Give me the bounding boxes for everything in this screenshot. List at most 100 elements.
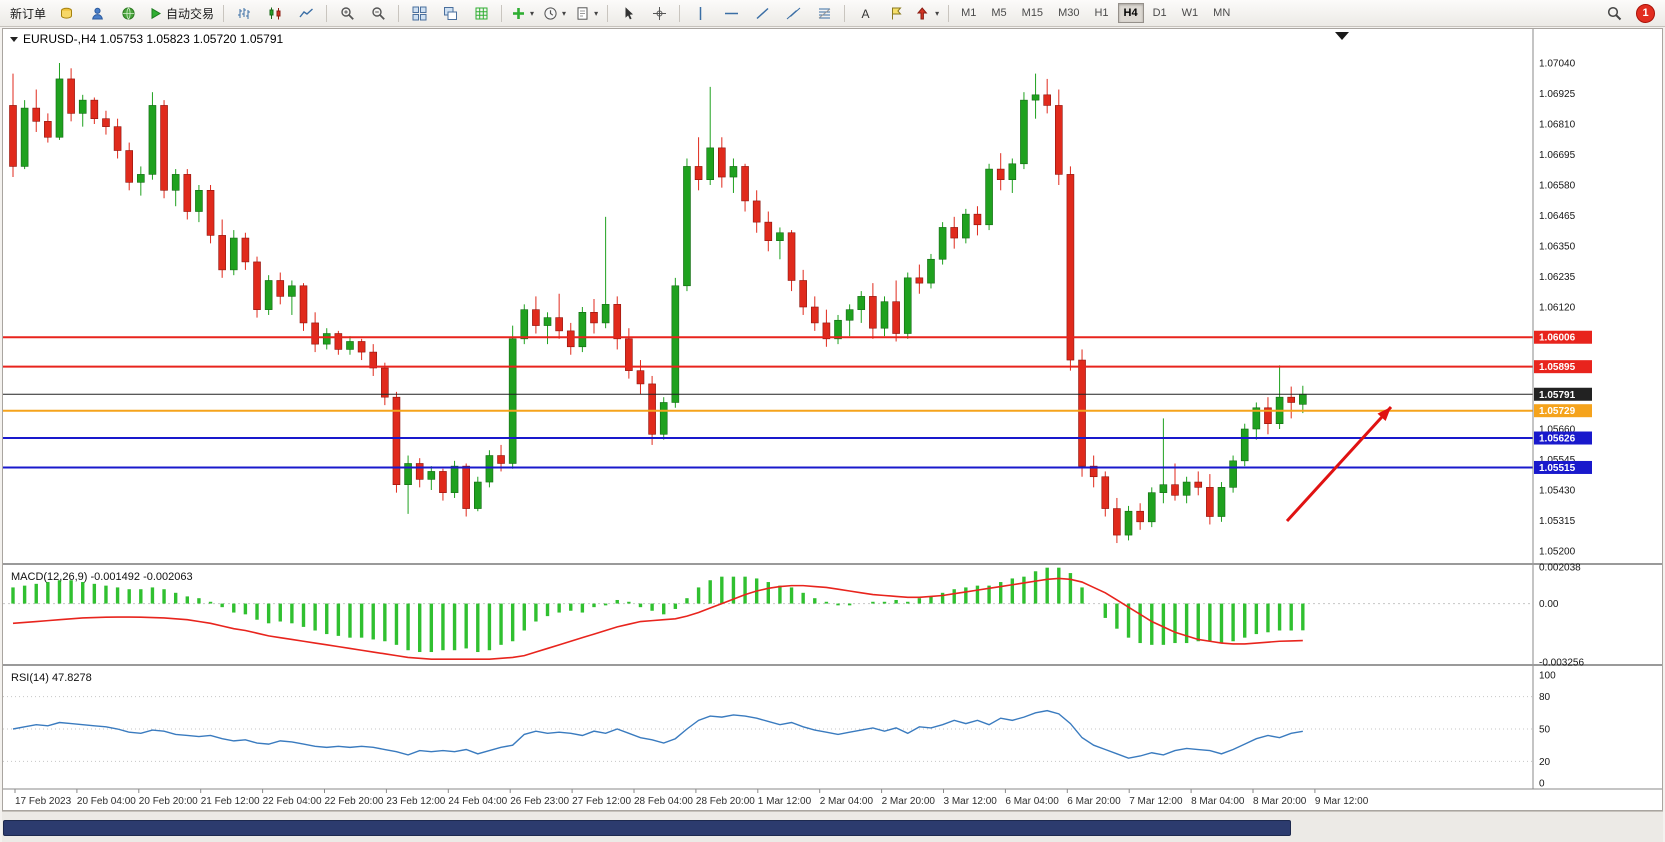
dropdown-caret-icon: ▾: [530, 8, 535, 18]
fibo-icon: [817, 6, 832, 21]
tile-windows-button[interactable]: [404, 1, 434, 25]
indicators-button[interactable]: ▾: [507, 1, 538, 25]
trend-arrow-annotation[interactable]: [1285, 405, 1393, 523]
globe-icon: [121, 6, 136, 21]
channel-button[interactable]: [778, 1, 808, 25]
web-terminal-button[interactable]: [113, 1, 143, 25]
price-level-label: 1.05626: [1534, 431, 1592, 445]
chart-window: EURUSD-,H4 1.05753 1.05823 1.05720 1.057…: [2, 28, 1663, 811]
price-level-label: 1.05515: [1534, 460, 1592, 474]
rsi-indicator-label: RSI(14) 47.8278: [11, 672, 92, 684]
price-level-label: 1.06006: [1534, 330, 1592, 344]
time-axis-label: 8 Mar 04:00: [1191, 796, 1245, 807]
arrows-icon: [916, 6, 931, 21]
time-axis-label: 1 Mar 12:00: [758, 796, 812, 807]
label-button[interactable]: [881, 1, 911, 25]
vertical-line-button[interactable]: [685, 1, 715, 25]
grid-button[interactable]: [466, 1, 496, 25]
trendline-button[interactable]: [747, 1, 777, 25]
macd-histogram: [11, 567, 1305, 653]
time-axis-label: 21 Feb 12:00: [201, 796, 260, 807]
timeframe-button-h1[interactable]: H1: [1094, 7, 1109, 19]
price-tick-label: 1.05200: [1539, 547, 1576, 558]
crosshair-button[interactable]: [644, 1, 674, 25]
horizontal-scrollbar[interactable]: [2, 811, 1663, 842]
chart-plot-area[interactable]: [3, 29, 1533, 564]
timeframe-button-mn[interactable]: MN: [1213, 7, 1231, 19]
new-order-button[interactable]: 新订单: [6, 1, 50, 25]
notification-badge[interactable]: 1: [1636, 3, 1655, 23]
time-axis-label: 23 Feb 12:00: [386, 796, 445, 807]
support-button[interactable]: [82, 1, 112, 25]
timeframe-button-m5[interactable]: M5: [991, 7, 1007, 19]
rsi-axis-label: 100: [1539, 671, 1556, 682]
zoom-out-icon: [371, 6, 386, 21]
svg-text:1.06006: 1.06006: [1539, 333, 1576, 344]
macd-axis-label: 0.00: [1539, 599, 1559, 610]
toolbar-buttons: 新订单 自动交易 ▾ ▾ ▾ A ▾ M1 M5 M15 M30 H1 H4 D1 W1 MN: [6, 1, 1599, 25]
price-level-label: 1.05729: [1534, 404, 1592, 418]
timeframe-button-d1[interactable]: D1: [1152, 7, 1167, 19]
horizontal-line-button[interactable]: [716, 1, 746, 25]
play-icon: [148, 6, 163, 21]
fibonacci-button[interactable]: [809, 1, 839, 25]
rsi-axis-label: 20: [1539, 757, 1551, 768]
zoom-in-button[interactable]: [332, 1, 362, 25]
rsi-axis-label: 0: [1539, 779, 1545, 790]
time-axis-label: 26 Feb 23:00: [510, 796, 569, 807]
macd-signal-line: [12, 577, 1303, 661]
arrows-button[interactable]: ▾: [912, 1, 943, 25]
time-axis[interactable]: [3, 789, 1662, 810]
timeframe-button-m30[interactable]: M30: [1058, 7, 1080, 19]
templates-button[interactable]: ▾: [571, 1, 602, 25]
rsi-axis-label: 80: [1539, 692, 1551, 703]
trend-arrow-head: [1377, 407, 1391, 422]
timeframe-button-m1[interactable]: M1: [961, 7, 977, 19]
hline-icon: [724, 6, 739, 21]
clock-icon: [543, 6, 558, 21]
svg-text:1.05515: 1.05515: [1539, 463, 1576, 474]
time-axis-label: 2 Mar 20:00: [882, 796, 936, 807]
line-icon: [298, 6, 314, 21]
periods-button[interactable]: ▾: [539, 1, 570, 25]
time-axis-label: 22 Feb 04:00: [263, 796, 322, 807]
coins-icon: [59, 6, 74, 21]
macd-axis-label: 0.002038: [1539, 563, 1581, 574]
candles-icon: [268, 6, 283, 21]
price-level-label: 1.05895: [1534, 360, 1592, 374]
time-axis-label: 22 Feb 20:00: [325, 796, 384, 807]
chart-title-ohlc: EURUSD-,H4 1.05753 1.05823 1.05720 1.057…: [23, 32, 284, 46]
time-axis-label: 28 Feb 20:00: [696, 796, 755, 807]
timeframe-button-h4[interactable]: H4: [1117, 3, 1144, 23]
chart-shift-marker-icon[interactable]: [1335, 32, 1349, 40]
horizontal-scrollbar-thumb[interactable]: [3, 820, 1291, 836]
svg-text:1.05895: 1.05895: [1539, 362, 1576, 373]
symbol-dropdown-icon[interactable]: [10, 37, 18, 42]
zoom-out-button[interactable]: [363, 1, 393, 25]
candlestick-chart-button[interactable]: [260, 1, 290, 25]
time-axis-label: 6 Mar 20:00: [1067, 796, 1121, 807]
text-button[interactable]: A: [850, 1, 880, 25]
price-tick-label: 1.05315: [1539, 516, 1576, 527]
price-level-label: 1.05791: [1534, 387, 1592, 401]
cascade-windows-button[interactable]: [435, 1, 465, 25]
price-axis[interactable]: [1533, 29, 1662, 789]
timeframe-button-m15[interactable]: M15: [1021, 7, 1044, 19]
toolbar-separator: [679, 4, 681, 22]
cursor-button[interactable]: [613, 1, 643, 25]
search-button[interactable]: [1599, 1, 1629, 25]
zoom-in-icon: [340, 6, 355, 21]
line-chart-button[interactable]: [291, 1, 321, 25]
price-tick-label: 1.06580: [1539, 181, 1576, 192]
price-tick-label: 1.07040: [1539, 59, 1576, 70]
bar-chart-button[interactable]: [229, 1, 259, 25]
time-axis-label: 24 Feb 04:00: [448, 796, 507, 807]
accounts-button[interactable]: [51, 1, 81, 25]
svg-text:A: A: [861, 7, 869, 21]
template-icon: [575, 6, 590, 21]
vline-icon: [693, 6, 708, 21]
auto-trading-button[interactable]: 自动交易: [144, 1, 218, 25]
timeframe-button-w1[interactable]: W1: [1181, 7, 1199, 19]
time-axis-label: 6 Mar 04:00: [1005, 796, 1059, 807]
label-icon: [889, 6, 904, 21]
